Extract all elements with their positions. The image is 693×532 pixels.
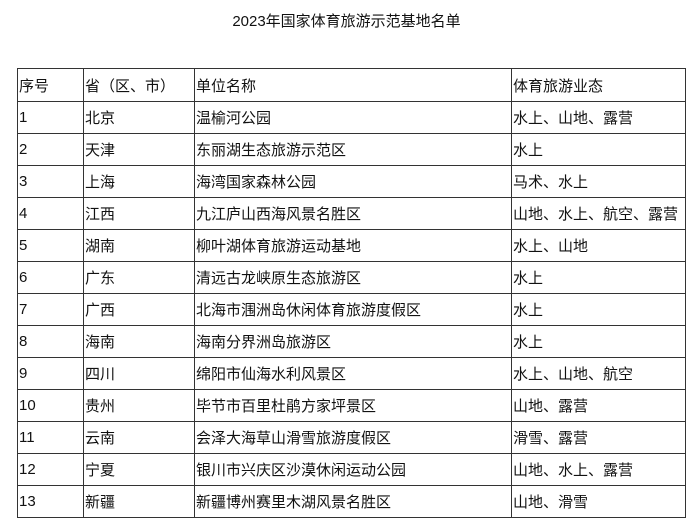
cell-index: 10 — [17, 389, 84, 422]
cell-province: 广东 — [83, 261, 195, 294]
cell-province: 海南 — [83, 325, 195, 358]
cell-province: 湖南 — [83, 229, 195, 262]
cell-tourism-type: 水上 — [511, 133, 686, 166]
cell-index: 7 — [17, 293, 84, 326]
cell-unit-name: 海湾国家森林公园 — [194, 165, 512, 198]
cell-province: 新疆 — [83, 485, 195, 518]
cell-unit-name: 东丽湖生态旅游示范区 — [194, 133, 512, 166]
cell-tourism-type: 水上、山地、露营 — [511, 101, 686, 134]
cell-tourism-type: 水上 — [511, 293, 686, 326]
header-province: 省（区、市） — [83, 68, 195, 102]
header-unit-name: 单位名称 — [194, 68, 512, 102]
cell-tourism-type: 滑雪、露营 — [511, 421, 686, 454]
cell-unit-name: 北海市涠洲岛休闲体育旅游度假区 — [194, 293, 512, 326]
cell-index: 4 — [17, 197, 84, 230]
table-row: 3 上海 海湾国家森林公园 马术、水上 — [17, 165, 686, 198]
header-tourism-type: 体育旅游业态 — [511, 68, 686, 102]
cell-tourism-type: 水上 — [511, 261, 686, 294]
cell-tourism-type: 山地、滑雪 — [511, 485, 686, 518]
cell-unit-name: 清远古龙峡原生态旅游区 — [194, 261, 512, 294]
cell-tourism-type: 水上、山地、航空 — [511, 357, 686, 390]
header-row: 序号 省（区、市） 单位名称 体育旅游业态 — [17, 68, 686, 102]
cell-index: 12 — [17, 453, 84, 486]
cell-tourism-type: 山地、水上、露营 — [511, 453, 686, 486]
cell-tourism-type: 水上 — [511, 325, 686, 358]
cell-province: 天津 — [83, 133, 195, 166]
cell-unit-name: 九江庐山西海风景名胜区 — [194, 197, 512, 230]
cell-tourism-type: 水上、山地 — [511, 229, 686, 262]
table-row: 1 北京 温榆河公园 水上、山地、露营 — [17, 101, 686, 134]
cell-unit-name: 海南分界洲岛旅游区 — [194, 325, 512, 358]
table-row: 12 宁夏 银川市兴庆区沙漠休闲运动公园 山地、水上、露营 — [17, 453, 686, 486]
cell-unit-name: 会泽大海草山滑雪旅游度假区 — [194, 421, 512, 454]
table-row: 2 天津 东丽湖生态旅游示范区 水上 — [17, 133, 686, 166]
cell-province: 四川 — [83, 357, 195, 390]
cell-index: 3 — [17, 165, 84, 198]
cell-index: 6 — [17, 261, 84, 294]
cell-unit-name: 绵阳市仙海水利风景区 — [194, 357, 512, 390]
cell-province: 江西 — [83, 197, 195, 230]
cell-province: 云南 — [83, 421, 195, 454]
cell-index: 13 — [17, 485, 84, 518]
table-row: 10 贵州 毕节市百里杜鹃方家坪景区 山地、露营 — [17, 389, 686, 422]
table-row: 5 湖南 柳叶湖体育旅游运动基地 水上、山地 — [17, 229, 686, 262]
header-index: 序号 — [17, 68, 84, 102]
cell-unit-name: 柳叶湖体育旅游运动基地 — [194, 229, 512, 262]
cell-tourism-type: 马术、水上 — [511, 165, 686, 198]
cell-unit-name: 新疆博州赛里木湖风景名胜区 — [194, 485, 512, 518]
cell-index: 11 — [17, 421, 84, 454]
base-list-table: 序号 省（区、市） 单位名称 体育旅游业态 1 北京 温榆河公园 水上、山地、露营 2 天… — [17, 68, 686, 518]
cell-province: 北京 — [83, 101, 195, 134]
cell-index: 2 — [17, 133, 84, 166]
cell-index: 5 — [17, 229, 84, 262]
cell-unit-name: 毕节市百里杜鹃方家坪景区 — [194, 389, 512, 422]
table-row: 11 云南 会泽大海草山滑雪旅游度假区 滑雪、露营 — [17, 421, 686, 454]
table-row: 6 广东 清远古龙峡原生态旅游区 水上 — [17, 261, 686, 294]
cell-unit-name: 银川市兴庆区沙漠休闲运动公园 — [194, 453, 512, 486]
table-row: 4 江西 九江庐山西海风景名胜区 山地、水上、航空、露营 — [17, 197, 686, 230]
cell-index: 9 — [17, 357, 84, 390]
cell-unit-name: 温榆河公园 — [194, 101, 512, 134]
table-row: 9 四川 绵阳市仙海水利风景区 水上、山地、航空 — [17, 357, 686, 390]
table-row: 7 广西 北海市涠洲岛休闲体育旅游度假区 水上 — [17, 293, 686, 326]
table-row: 8 海南 海南分界洲岛旅游区 水上 — [17, 325, 686, 358]
cell-index: 1 — [17, 101, 84, 134]
cell-province: 广西 — [83, 293, 195, 326]
cell-province: 上海 — [83, 165, 195, 198]
table-row: 13 新疆 新疆博州赛里木湖风景名胜区 山地、滑雪 — [17, 485, 686, 518]
document-title: 2023年国家体育旅游示范基地名单 — [232, 13, 461, 30]
cell-province: 贵州 — [83, 389, 195, 422]
cell-tourism-type: 山地、露营 — [511, 389, 686, 422]
cell-tourism-type: 山地、水上、航空、露营 — [511, 197, 686, 230]
cell-index: 8 — [17, 325, 84, 358]
cell-province: 宁夏 — [83, 453, 195, 486]
